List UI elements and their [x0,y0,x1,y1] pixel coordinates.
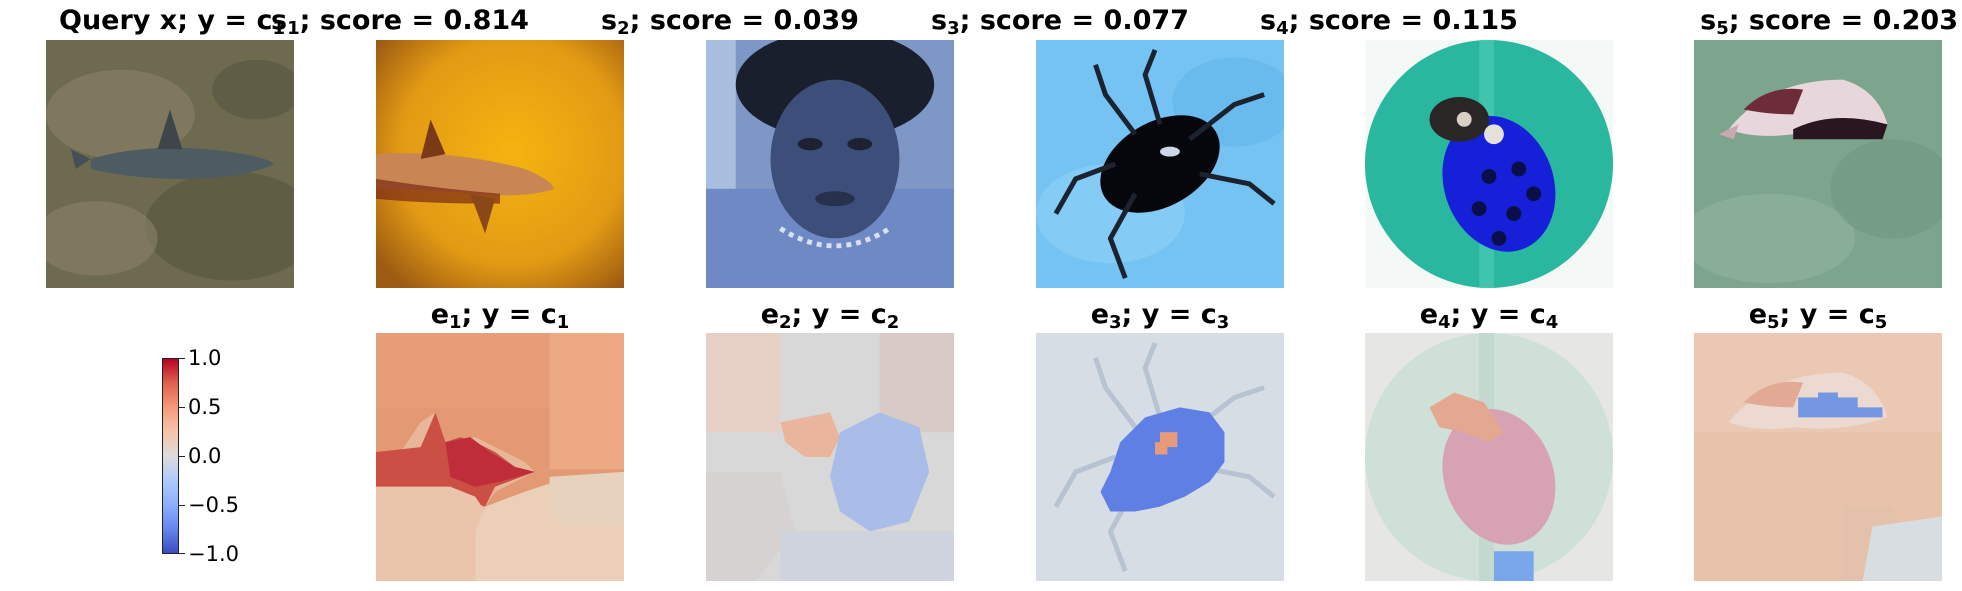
sample-title-4: s4; score = 0.115 [1224,4,1554,38]
explanation-image-3 [1036,333,1284,581]
explanation-label: ; y = c [461,299,557,330]
explanation-letter: e [760,299,779,330]
sample-letter: s [931,5,948,36]
colorbar-tick [179,553,185,554]
sample-title-3: s3; score = 0.077 [895,4,1225,38]
sample-image-2 [706,40,954,288]
sample-image-4 [1365,40,1613,288]
explanation-title-5: e5; y = c5 [1653,298,1962,332]
explanation-class-index: 3 [1216,312,1230,333]
explanation-image-5 [1694,333,1942,581]
explanation-image-1 [376,333,624,581]
query-image [46,40,294,288]
explanation-index: 1 [449,312,462,333]
explanation-label: ; y = c [1779,299,1875,330]
colorbar-tick-label: −1.0 [188,542,239,566]
explanation-letter: e [430,299,449,330]
sample-index: 2 [617,18,630,39]
sample-image-1 [376,40,624,288]
explanation-title-1: e1; y = c1 [335,298,665,332]
colorbar-tick [179,505,185,506]
colorbar [162,358,179,554]
colorbar-tick-label: 1.0 [188,346,222,370]
sample-score: ; score = 0.203 [1728,5,1958,36]
explanation-class-index: 2 [886,312,900,333]
sample-index: 4 [1276,18,1289,39]
sample-letter: s [1700,5,1717,36]
explanation-title-4: e4; y = c4 [1324,298,1654,332]
explanation-class-index: 5 [1874,312,1888,333]
colorbar-tick-label: −0.5 [188,493,239,517]
sample-letter: s [271,5,288,36]
colorbar-tick [179,456,185,457]
colorbar-tick-label: 0.0 [188,444,222,468]
explanation-letter: e [1419,299,1438,330]
explanation-index: 5 [1767,312,1780,333]
explanation-letter: e [1748,299,1767,330]
explanation-title-3: e3; y = c3 [995,298,1325,332]
colorbar-tick [179,358,185,359]
sample-letter: s [601,5,618,36]
sample-image-3 [1036,40,1284,288]
colorbar-tick-label: 0.5 [188,395,222,419]
query-title: Query x; y = c1 [7,4,337,38]
explanation-index: 4 [1438,312,1451,333]
explanation-index: 2 [779,312,792,333]
sample-index: 5 [1716,18,1729,39]
sample-image-5 [1694,40,1942,288]
sample-title-1: s1; score = 0.814 [235,4,565,38]
query-title-main: Query x; y = c [59,5,273,36]
explanation-letter: e [1090,299,1109,330]
sample-title-2: s2; score = 0.039 [565,4,895,38]
colorbar-tick [179,407,185,408]
explanation-image-2 [706,333,954,581]
sample-score: ; score = 0.039 [629,5,859,36]
sample-title-5: s5; score = 0.203 [1582,4,1958,38]
explanation-label: ; y = c [1121,299,1217,330]
query-title-sub: 1 [272,18,285,39]
sample-score: ; score = 0.115 [1288,5,1518,36]
explanation-index: 3 [1109,312,1122,333]
explanation-image-4 [1365,333,1613,581]
explanation-class-index: 4 [1545,312,1559,333]
sample-score: ; score = 0.814 [299,5,529,36]
explanation-label: ; y = c [1450,299,1546,330]
explanation-title-2: e2; y = c2 [665,298,995,332]
explanation-label: ; y = c [791,299,887,330]
sample-score: ; score = 0.077 [959,5,1189,36]
sample-index: 1 [287,18,300,39]
explanation-class-index: 1 [556,312,570,333]
sample-letter: s [1260,5,1277,36]
sample-index: 3 [947,18,960,39]
